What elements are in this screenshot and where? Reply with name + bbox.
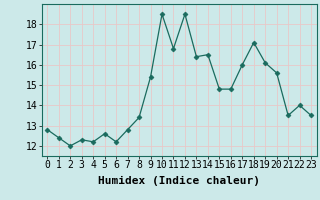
- X-axis label: Humidex (Indice chaleur): Humidex (Indice chaleur): [98, 176, 260, 186]
